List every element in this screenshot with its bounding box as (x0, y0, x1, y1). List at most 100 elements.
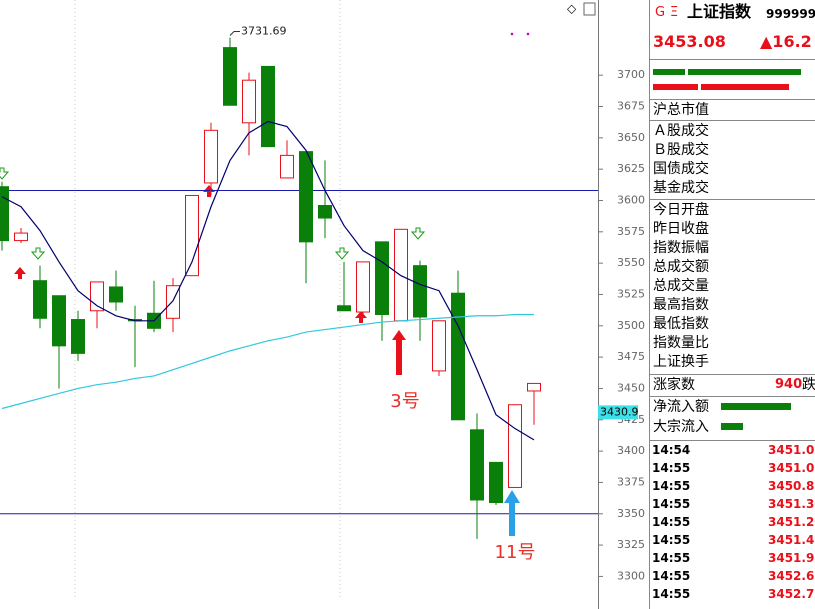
tick-time: 14:55 (652, 497, 691, 511)
sell-signal (410, 227, 426, 240)
bar (721, 403, 791, 410)
label: 涨家数 (653, 377, 695, 393)
candle-body (470, 429, 484, 501)
icon[interactable] (583, 2, 596, 16)
candle-body (261, 65, 275, 148)
tick-time: 14:55 (652, 533, 691, 547)
bar (653, 69, 685, 75)
candle-body (375, 241, 389, 316)
annotation: 11号 (495, 542, 536, 563)
candle-body (451, 292, 465, 421)
sell-signal (0, 167, 10, 180)
separator (650, 396, 815, 397)
candle-body (223, 47, 237, 106)
separator (650, 374, 815, 375)
candle-body (280, 154, 294, 179)
candle-body (508, 404, 522, 488)
candle-body (185, 194, 199, 277)
moving-average (1, 120, 535, 441)
label: 净流入额 (653, 399, 709, 415)
high-label: 3731.69 (241, 24, 287, 37)
tick-price: 3450.82 (768, 479, 815, 493)
candle-body (0, 186, 9, 242)
price: 3453.08 (653, 32, 726, 51)
bar (688, 69, 801, 75)
tick-price: 3451.30 (768, 497, 815, 511)
separator (650, 440, 815, 441)
candle-body (432, 320, 446, 372)
y-tick-label: 3575 (617, 225, 645, 238)
candle-body (318, 205, 332, 219)
candle-body (52, 295, 66, 347)
label: 指数振幅 (653, 240, 709, 256)
chart: ◇ 33003325335033753400342534503475350035… (0, 0, 645, 609)
y-tick-label: 3700 (617, 68, 645, 81)
y-tick-label: 3300 (617, 569, 645, 582)
label: 总成交额 (653, 259, 709, 275)
change: ▲16.2 (760, 32, 812, 51)
y-tick-label: 3675 (617, 100, 645, 113)
candle-body (299, 151, 313, 243)
quote-panel: G Ξ 上证指数 999999 3453.08 ▲16.2 沪总市值 Ａ股成交 Ｂ… (649, 0, 815, 609)
sell-signal (334, 247, 350, 260)
y-tick-label: 3600 (617, 193, 645, 206)
candle-body (489, 461, 503, 503)
leader (229, 30, 240, 36)
separator (650, 199, 815, 200)
bar (701, 84, 789, 90)
icon[interactable]: ◇ (567, 2, 577, 16)
dot (510, 32, 514, 36)
tick-price: 3451.08 (768, 461, 815, 475)
index-code: 999999 (766, 7, 815, 21)
y-tick-label: 3475 (617, 350, 645, 363)
label: 上证换手 (653, 354, 709, 370)
label: Ｂ股成交 (653, 142, 709, 158)
y-tick-label: 3350 (617, 507, 645, 520)
tick-time: 14:54 (652, 443, 691, 457)
arrow (504, 490, 520, 536)
sell-signal (30, 247, 46, 260)
y-tick-label: 3375 (617, 475, 645, 488)
label: 今日开盘 (653, 202, 709, 218)
tick-time: 14:55 (652, 587, 691, 601)
icon[interactable]: Ξ (670, 5, 679, 20)
bar (721, 423, 743, 430)
label: 国债成交 (653, 161, 709, 177)
arrow (392, 330, 406, 375)
y-tick-label: 3550 (617, 256, 645, 269)
candle-body (109, 286, 123, 303)
label: 最低指数 (653, 316, 709, 332)
buy-signal (355, 311, 367, 323)
buy-signal (203, 185, 215, 197)
candle-body (413, 265, 427, 318)
y-tick-label: 3500 (617, 319, 645, 332)
y-tick-label: 3450 (617, 381, 645, 394)
tick-price: 3451.91 (768, 551, 815, 565)
icon[interactable]: G (655, 5, 666, 20)
tick-time: 14:55 (652, 569, 691, 583)
candle-body (242, 79, 256, 124)
label: 跌 (802, 377, 815, 393)
label: 指数量比 (653, 335, 709, 351)
candle-body (33, 280, 47, 319)
label: 总成交量 (653, 278, 709, 294)
value: 940 (775, 377, 803, 392)
tick-time: 14:55 (652, 479, 691, 493)
tick-time: 14:55 (652, 461, 691, 475)
candle-body (337, 305, 351, 312)
label: Ａ股成交 (653, 123, 709, 139)
label: 基金成交 (653, 180, 709, 196)
y-tick-label: 3650 (617, 131, 645, 144)
tick-time: 14:55 (652, 515, 691, 529)
label: 昨日收盘 (653, 221, 709, 237)
label: 沪总市值 (653, 102, 709, 118)
y-tick-label: 3625 (617, 162, 645, 175)
candle-body (14, 232, 28, 242)
separator (650, 59, 815, 60)
tick-price: 3451.20 (768, 515, 815, 529)
label: 最高指数 (653, 297, 709, 313)
candle-body (356, 261, 370, 313)
tick-price: 3452.73 (768, 587, 815, 601)
tick-time: 14:55 (652, 551, 691, 565)
